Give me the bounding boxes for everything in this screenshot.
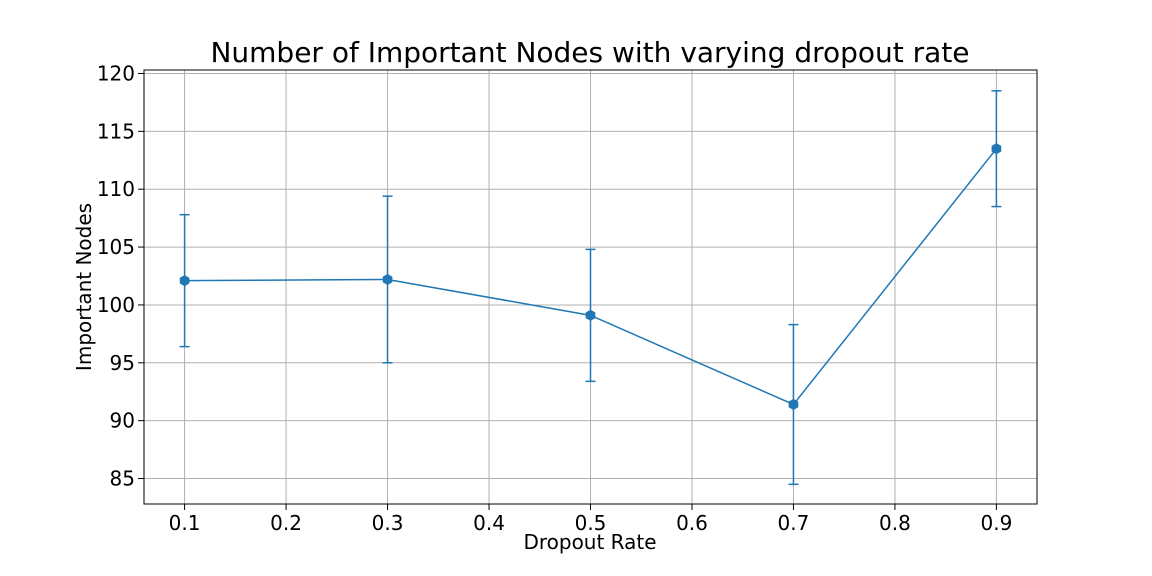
data-point bbox=[991, 143, 1002, 155]
x-tick-label: 0.6 bbox=[676, 511, 708, 535]
data-point bbox=[179, 275, 190, 287]
y-axis-label: Important Nodes bbox=[72, 203, 96, 371]
x-axis: 0.1 0.2 0.3 0.4 0.5 0.6 0.7 0.8 0.9 bbox=[169, 504, 1013, 535]
y-tick-label: 90 bbox=[110, 409, 135, 433]
y-tick-label: 95 bbox=[110, 351, 135, 375]
y-tick-label: 120 bbox=[97, 61, 135, 85]
chart-title: Number of Important Nodes with varying d… bbox=[210, 36, 969, 69]
data-point bbox=[382, 273, 393, 286]
data-point bbox=[788, 398, 799, 411]
y-tick-label: 105 bbox=[97, 235, 135, 259]
y-tick-label: 115 bbox=[97, 119, 135, 143]
x-axis-label: Dropout Rate bbox=[523, 530, 656, 554]
x-tick-label: 0.8 bbox=[879, 511, 911, 535]
x-tick-label: 0.7 bbox=[778, 511, 810, 535]
y-tick-label: 85 bbox=[110, 467, 135, 491]
data-point bbox=[585, 309, 596, 321]
x-tick-label: 0.3 bbox=[372, 511, 404, 535]
y-axis: 85 90 95 100 105 110 115 120 bbox=[97, 61, 144, 491]
x-tick-label: 0.4 bbox=[473, 511, 505, 535]
y-tick-label: 110 bbox=[97, 177, 135, 201]
x-tick-label: 0.5 bbox=[575, 511, 607, 535]
x-tick-label: 0.1 bbox=[169, 511, 201, 535]
y-tick-label: 100 bbox=[97, 293, 135, 317]
series-layer bbox=[179, 90, 1002, 486]
x-tick-label: 0.9 bbox=[981, 511, 1013, 535]
x-tick-label: 0.2 bbox=[270, 511, 302, 535]
